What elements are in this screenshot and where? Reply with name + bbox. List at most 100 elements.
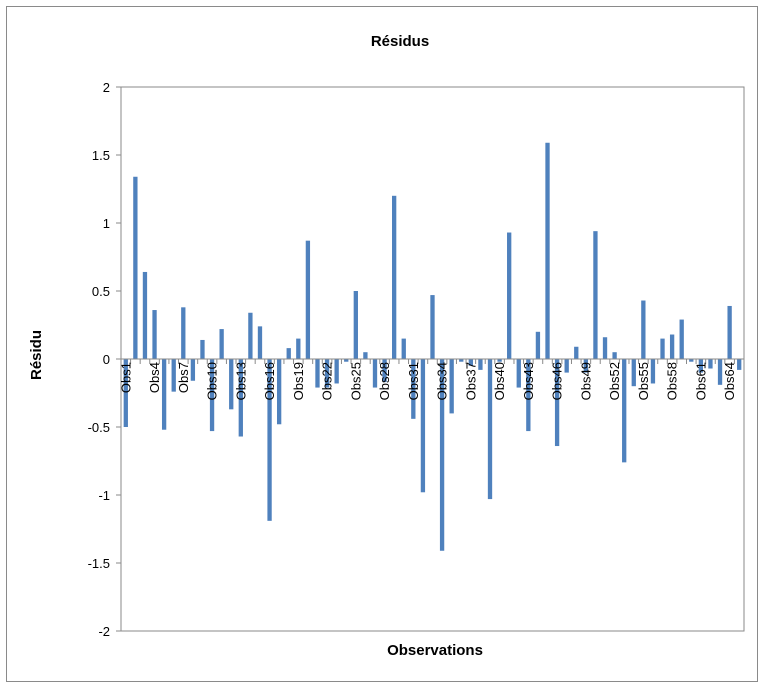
bar-obs10	[209, 359, 215, 432]
bar-obs33	[430, 295, 435, 359]
bar-obs5	[161, 359, 167, 430]
bar-obs12	[229, 359, 234, 410]
bar-obs1	[123, 359, 128, 427]
bar-obs64	[727, 305, 732, 359]
bar-obs42	[516, 359, 521, 388]
y-tick-label: 2	[103, 80, 110, 95]
bar-obs32	[420, 359, 426, 493]
x-tick-label: Obs55	[636, 362, 651, 400]
bar-obs61	[698, 359, 704, 373]
x-tick-label: Obs25	[348, 362, 363, 400]
bar-obs65	[737, 359, 742, 370]
bar-obs49	[583, 359, 589, 373]
x-tick-label: Obs52	[607, 362, 622, 400]
bar-obs24	[344, 359, 349, 362]
bar-obs63	[717, 359, 723, 385]
chart-title: Résidus	[371, 33, 429, 50]
x-tick-label: Obs61	[693, 362, 708, 400]
bar-obs9	[200, 339, 205, 359]
x-tick-label: Obs13	[233, 362, 248, 400]
bar-obs48	[574, 346, 579, 359]
bar-obs43	[526, 359, 531, 432]
bar-obs25	[353, 291, 358, 359]
y-axis: 2 1.5 1 0.5 0 -0.5 -1 -1.5 -2	[88, 80, 121, 639]
bar-obs27	[372, 359, 378, 388]
bar-obs19	[296, 338, 301, 359]
x-tick-label: Obs49	[578, 362, 593, 400]
x-tick-label: Obs4	[147, 362, 162, 393]
bar-obs22	[324, 359, 330, 388]
y-tick-label: -1	[98, 488, 110, 503]
bar-obs55	[641, 300, 646, 359]
x-tick-label: Obs16	[262, 362, 277, 400]
x-tick-label: Obs28	[377, 362, 392, 400]
x-tick-label: Obs34	[435, 362, 450, 400]
y-axis-title: Résidu	[28, 330, 45, 380]
y-tick-label: 1	[103, 216, 110, 231]
bar-obs28	[382, 359, 387, 383]
bar-obs29	[392, 195, 397, 359]
bar-obs30	[401, 338, 406, 359]
x-axis: Obs1 Obs4 Obs7 Obs10 Obs13 Obs16 Obs19 Obs22 Obs…	[118, 359, 745, 400]
x-tick-label: Obs7	[176, 362, 191, 393]
bar-obs62	[708, 359, 713, 369]
bar-obs36	[459, 359, 464, 362]
bar-obs40	[497, 359, 502, 362]
bar-obs4	[152, 310, 157, 359]
bar-obs45	[545, 142, 550, 359]
x-tick-label: Obs10	[205, 362, 220, 400]
x-axis-title: Observations	[387, 642, 483, 659]
bar-obs23	[334, 359, 339, 384]
y-tick-label: 1.5	[92, 148, 110, 163]
bar-obs35	[449, 359, 454, 414]
x-tick-label: Obs22	[320, 362, 335, 400]
bar-obs52	[612, 352, 617, 359]
y-tick-label: 0.5	[92, 284, 110, 299]
x-tick-label: Obs46	[550, 362, 565, 400]
x-tick-label: Obs58	[665, 362, 680, 400]
bar-obs54	[631, 359, 636, 387]
bar-obs16	[267, 359, 272, 521]
x-tick-label: Obs43	[521, 362, 536, 400]
bar-obs34	[439, 359, 445, 551]
bar-obs39	[487, 359, 493, 500]
bar-obs11	[219, 329, 224, 359]
bar-obs14	[248, 312, 253, 359]
bar-obs56	[650, 359, 656, 384]
bar-obs57	[660, 338, 665, 359]
bar-obs38	[478, 359, 483, 370]
bar-obs3	[142, 271, 148, 359]
bar-obs15	[257, 326, 263, 359]
y-tick-label: 0	[103, 352, 110, 367]
bar-obs8	[190, 359, 196, 381]
bar-obs18	[286, 348, 291, 359]
bar-obs6	[171, 359, 176, 392]
bar-obs41	[507, 232, 512, 359]
bar-obs58	[669, 334, 675, 359]
y-tick-label: -1.5	[88, 556, 110, 571]
bar-obs60	[689, 359, 694, 362]
x-tick-label: Obs31	[406, 362, 421, 400]
bar-obs47	[564, 359, 569, 373]
bar-obs21	[315, 359, 320, 388]
bar-obs37	[468, 359, 473, 366]
bar-obs20	[305, 240, 311, 359]
x-tick-label: Obs19	[291, 362, 306, 400]
bar-obs46	[554, 359, 560, 447]
bar-obs59	[679, 319, 684, 359]
bar-obs7	[181, 307, 186, 359]
bar-obs53	[622, 359, 627, 463]
bar-obs50	[593, 231, 598, 359]
y-tick-label: -2	[98, 624, 110, 639]
residuals-bar-chart: Résidus Résidu Observations 2 1.5 1 0.5 0 -0.…	[28, 33, 745, 659]
bar-obs51	[602, 337, 608, 359]
bars	[123, 142, 742, 551]
x-tick-label: Obs64	[722, 362, 737, 400]
x-tick-label: Obs40	[492, 362, 507, 400]
bar-obs13	[238, 359, 243, 437]
bar-obs26	[363, 352, 368, 359]
bar-obs17	[276, 359, 282, 425]
y-tick-label: -0.5	[88, 420, 110, 435]
chart-frame: Résidus Résidu Observations 2 1.5 1 0.5 0 -0.…	[6, 6, 758, 682]
bar-obs31	[411, 359, 416, 419]
